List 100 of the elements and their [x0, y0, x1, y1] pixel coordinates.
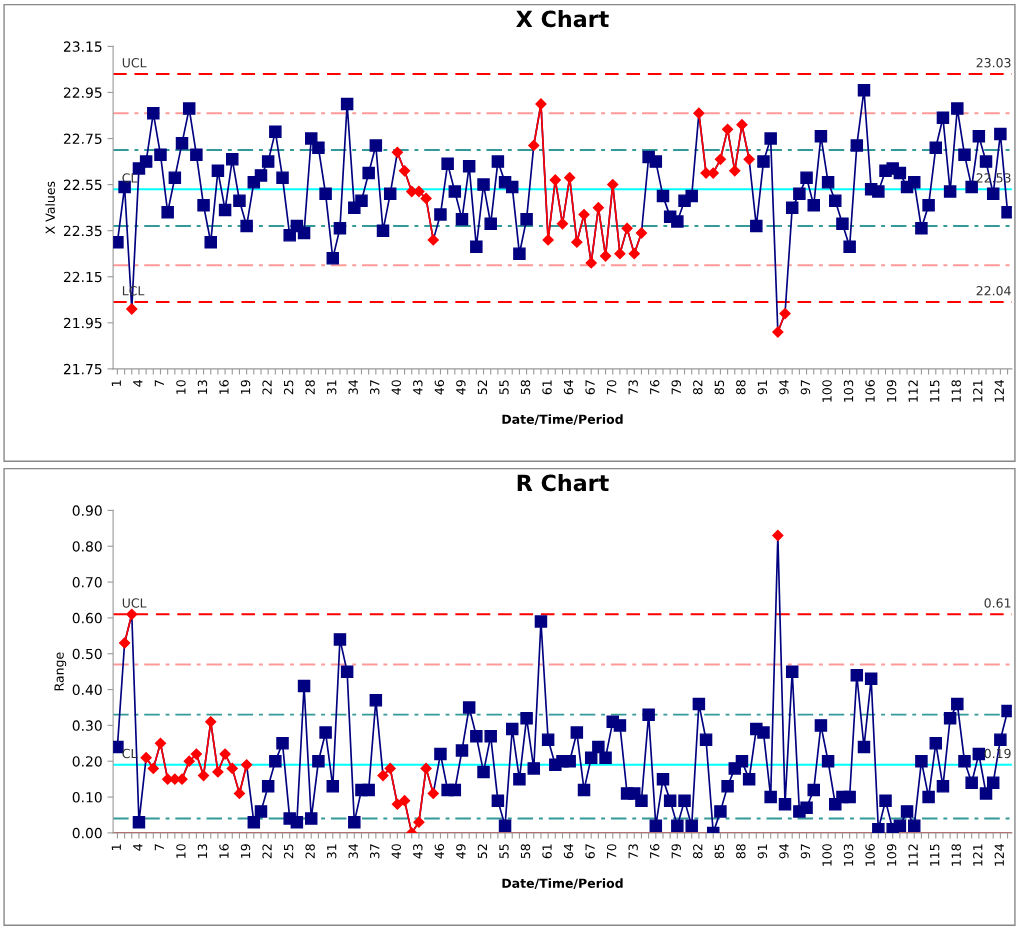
annotation: 22.04 — [976, 286, 1011, 296]
y-tick-label: 0.70 — [72, 577, 102, 588]
y-tick-label: 0.60 — [72, 612, 102, 624]
x-tick-label: 124 — [994, 844, 1004, 866]
x-tick-label: 94 — [779, 380, 789, 395]
x-tick-label: 37 — [370, 844, 380, 859]
x-tick-label: 76 — [649, 380, 660, 395]
x-tick-label: 43 — [413, 380, 423, 395]
x-tick-label: 115 — [930, 844, 940, 866]
y-tick-label: 22.15 — [63, 271, 102, 283]
x-tick-label: 97 — [800, 380, 811, 395]
x-tick-label: 19 — [240, 380, 251, 394]
x-tick-label: 79 — [671, 380, 681, 395]
x-tick-label: 31 — [326, 380, 337, 395]
x-tick-label: 25 — [283, 844, 294, 859]
y-tick-label: 21.75 — [63, 363, 102, 375]
x-tick-label: 31 — [326, 844, 337, 859]
x-tick-label: 40 — [391, 380, 402, 395]
x-tick-label: 55 — [499, 844, 509, 859]
y-axis-title: X Values — [45, 181, 55, 234]
x-tick-label: 34 — [348, 844, 358, 859]
x-tick-label: 118 — [951, 380, 961, 402]
y-tick-label: 0.20 — [72, 756, 102, 767]
x-tick-label: 112 — [908, 380, 918, 402]
x-tick-label: 4 — [133, 844, 143, 851]
x-tick-label: 85 — [714, 380, 725, 395]
x-tick-label: 7 — [154, 380, 164, 387]
ref-line-label: CL — [122, 173, 138, 183]
x-tick-label: 97 — [800, 844, 811, 859]
x-tick-label: 55 — [499, 380, 509, 395]
y-tick-label: 23.15 — [63, 41, 102, 52]
x-tick-label: 67 — [585, 380, 595, 395]
x-tick-label: 19 — [240, 844, 251, 858]
y-tick-label: 22.75 — [63, 133, 102, 145]
x-tick-label: 79 — [671, 844, 681, 859]
x-tick-label: 115 — [930, 380, 940, 402]
x-tick-label: 37 — [370, 380, 380, 395]
y-tick-label: 0.00 — [72, 827, 102, 839]
x-tick-label: 103 — [843, 380, 854, 402]
x-tick-label: 73 — [628, 380, 638, 395]
x-tick-label: 121 — [973, 380, 983, 402]
x-tick-label: 88 — [736, 380, 746, 395]
x-tick-label: 64 — [563, 844, 574, 859]
x-tick-label: 70 — [606, 380, 617, 395]
annotation: 0.61 — [984, 598, 1011, 608]
x-tick-label: 64 — [563, 380, 574, 395]
x-tick-label: 22 — [262, 380, 272, 395]
x-tick-label: 91 — [757, 380, 768, 395]
x-tick-label: 61 — [542, 844, 552, 859]
x-tick-label: 13 — [197, 380, 208, 394]
x-tick-label: 7 — [154, 844, 164, 851]
x-tick-label: 16 — [219, 380, 229, 394]
x-tick-label: 25 — [283, 380, 294, 395]
ref-line-label: UCL — [122, 598, 147, 608]
x-tick-label: 70 — [606, 844, 617, 859]
x-tick-label: 67 — [585, 844, 595, 859]
x-tick-label: 82 — [693, 844, 703, 859]
x-axis-title: Date/Time/Period — [502, 878, 623, 889]
x-tick-label: 61 — [542, 380, 552, 395]
x-tick-label: 52 — [477, 844, 488, 859]
x-tick-label: 46 — [434, 380, 445, 395]
y-tick-label: 0.10 — [72, 792, 102, 803]
x-tick-label: 112 — [908, 844, 918, 866]
x-axis-title: Date/Time/Period — [502, 414, 623, 425]
x-tick-label: 58 — [520, 380, 531, 395]
x-tick-label: 1 — [111, 844, 121, 850]
y-tick-label: 21.95 — [63, 317, 102, 329]
chart-title: R Chart — [517, 474, 609, 492]
x-tick-label: 118 — [951, 844, 961, 866]
y-tick-label: 0.30 — [72, 720, 102, 731]
x-tick-label: 40 — [391, 844, 402, 859]
x-tick-label: 46 — [434, 844, 445, 859]
chart-title: X Chart — [516, 10, 609, 28]
x-tick-label: 58 — [520, 844, 531, 859]
x-tick-label: 106 — [865, 844, 875, 866]
y-tick-label: 0.80 — [72, 541, 102, 552]
x-tick-label: 76 — [649, 844, 660, 859]
x-tick-label: 1 — [111, 380, 121, 386]
x-tick-label: 49 — [456, 380, 466, 395]
x-tick-label: 100 — [822, 844, 832, 866]
x-tick-label: 28 — [305, 380, 315, 395]
x-tick-label: 94 — [779, 844, 789, 859]
x-tick-label: 82 — [693, 380, 703, 395]
x-tick-label: 106 — [865, 380, 875, 402]
x-tick-label: 109 — [886, 380, 897, 402]
y-axis-title: Range — [54, 652, 67, 691]
y-tick-label: 0.50 — [72, 648, 102, 660]
x-tick-label: 88 — [736, 844, 746, 859]
x-tick-label: 13 — [197, 844, 208, 858]
x-tick-label: 91 — [757, 844, 768, 859]
annotation: 23.03 — [976, 58, 1011, 68]
x-tick-label: 28 — [305, 844, 315, 859]
y-tick-label: 22.55 — [63, 179, 102, 191]
y-tick-label: 0.90 — [72, 505, 102, 516]
x-tick-label: 103 — [843, 844, 854, 866]
x-tick-label: 49 — [456, 844, 466, 859]
x-tick-label: 109 — [886, 844, 897, 866]
x-tick-label: 10 — [176, 844, 186, 858]
x-tick-label: 22 — [262, 844, 272, 859]
x-tick-label: 10 — [176, 380, 186, 394]
